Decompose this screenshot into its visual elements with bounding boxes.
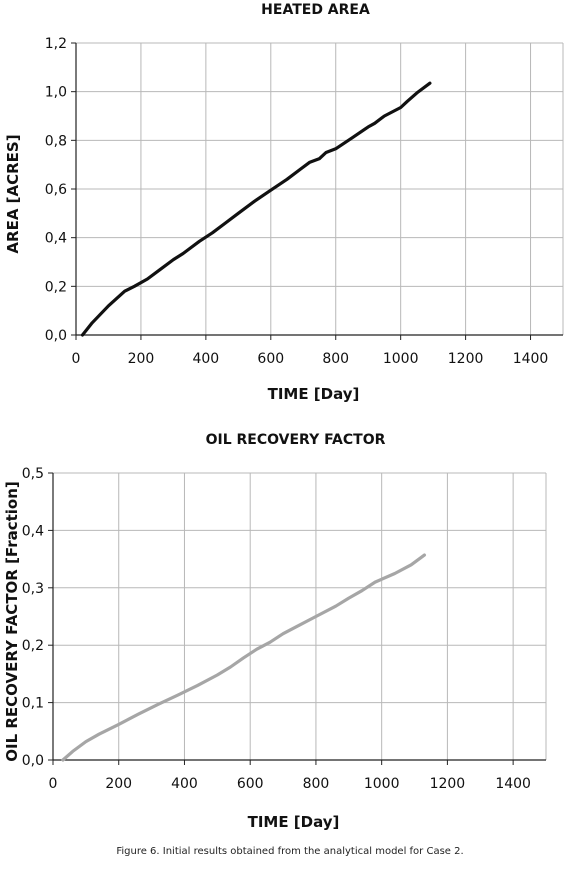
chart1-y-tick-label: 0,2: [45, 279, 67, 295]
chart2-x-tick-label: 0: [49, 776, 58, 792]
chart2-x-tick-label: 1000: [364, 776, 400, 792]
chart2-series-line: [61, 553, 426, 762]
chart1-y-tick-label: 0,6: [45, 182, 67, 198]
chart1-x-tick-label: 1400: [513, 351, 549, 367]
chart1-x-tick-label: 200: [128, 351, 155, 367]
chart1-y-tick-label: 1,2: [45, 36, 67, 52]
chart2-y-tick-label: 0,2: [22, 638, 44, 654]
chart2-x-axis-label: TIME [Day]: [248, 813, 340, 831]
chart2-x-tick-label: 200: [105, 776, 132, 792]
chart1-y-tick-label: 0,4: [45, 231, 67, 247]
chart1-x-tick-label: 600: [257, 351, 284, 367]
chart1-y-tick-label: 0,0: [45, 328, 67, 344]
chart2-y-axis-label: OIL RECOVERY FACTOR [Fraction]: [3, 481, 21, 762]
chart1-x-tick-label: 400: [192, 351, 219, 367]
chart2-x-tick-label: 1200: [430, 776, 466, 792]
chart1-x-tick-label: 1200: [448, 351, 484, 367]
chart1-y-tick-label: 0,8: [45, 133, 67, 149]
chart2-y-tick-label: 0,1: [22, 696, 44, 712]
chart2-y-tick-label: 0,5: [22, 466, 44, 482]
chart2-x-tick-label: 1400: [495, 776, 531, 792]
chart1-y-tick-label: 1,0: [45, 85, 67, 101]
chart1-x-tick-label: 800: [322, 351, 349, 367]
chart2-x-tick-label: 400: [171, 776, 198, 792]
chart1-y-axis-label: AREA [ACRES]: [4, 134, 22, 253]
chart1-series-line: [80, 81, 432, 337]
chart1-title: HEATED AREA: [261, 2, 370, 18]
chart1-x-axis-label: TIME [Day]: [268, 385, 360, 403]
figure-caption: Figure 6. Initial results obtained from …: [116, 846, 464, 857]
chart2-y-tick-label: 0,3: [22, 581, 44, 597]
chart1-x-tick-label: 1000: [383, 351, 419, 367]
chart2-y-tick-label: 0,0: [22, 753, 44, 769]
chart1-x-tick-label: 0: [72, 351, 81, 367]
chart2-x-tick-label: 800: [303, 776, 330, 792]
chart2-y-tick-label: 0,4: [22, 523, 44, 539]
chart2-x-tick-label: 600: [237, 776, 264, 792]
chart2-title: OIL RECOVERY FACTOR: [206, 432, 386, 448]
